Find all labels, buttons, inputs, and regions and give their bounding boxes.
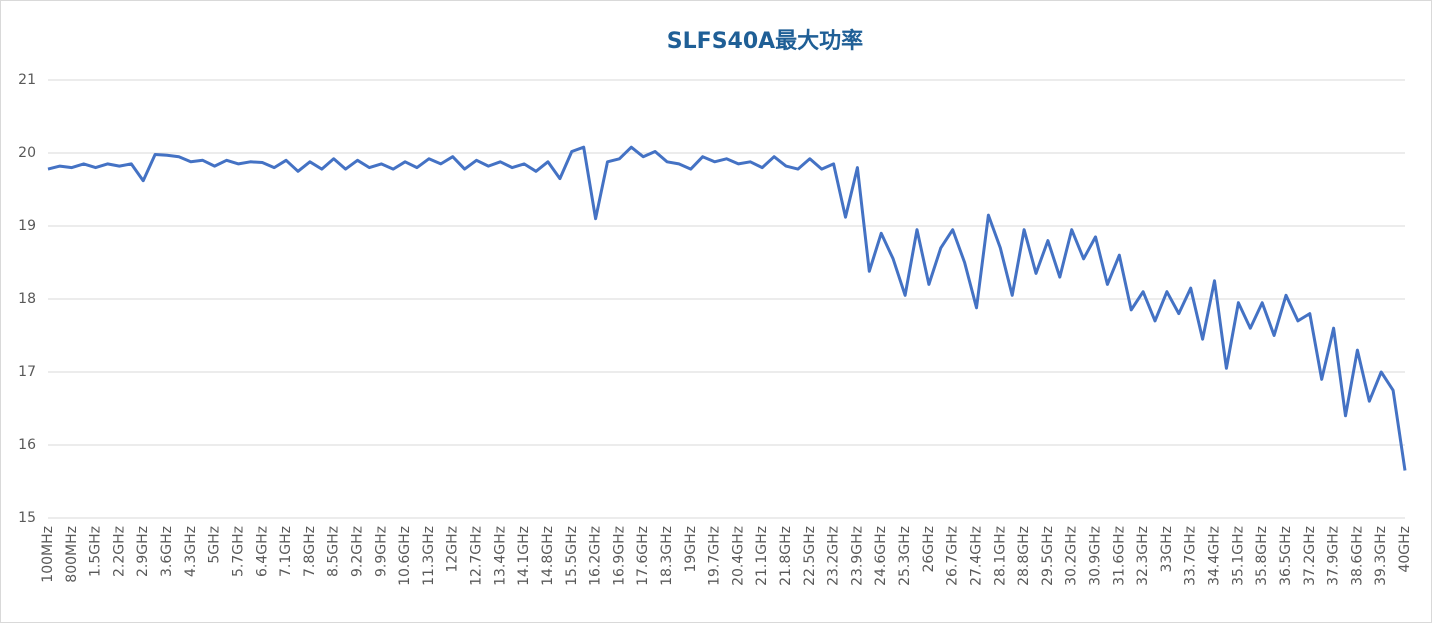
x-tick-label: 12.7GHz bbox=[469, 526, 485, 586]
x-tick-label: 38.6GHz bbox=[1349, 526, 1365, 586]
x-tick-label: 7.8GHz bbox=[302, 526, 318, 577]
x-tick-label: 100MHz bbox=[40, 526, 56, 583]
x-tick-label: 30.9GHz bbox=[1088, 526, 1104, 586]
x-tick-label: 3.6GHz bbox=[159, 526, 175, 577]
y-tick-label: 16 bbox=[18, 437, 36, 453]
x-tick-label: 21.8GHz bbox=[778, 526, 794, 586]
data-line bbox=[47, 145, 1407, 471]
x-tick-label: 8.5GHz bbox=[326, 526, 342, 577]
x-tick-label: 13.4GHz bbox=[492, 526, 508, 586]
x-tick-label: 33.7GHz bbox=[1183, 526, 1199, 586]
x-tick-label: 36.5GHz bbox=[1278, 526, 1294, 586]
x-tick-label: 5GHz bbox=[207, 526, 223, 564]
x-tick-label: 29.5GHz bbox=[1040, 526, 1056, 586]
chart-title: SLFS40A最大功率 bbox=[667, 28, 863, 54]
x-tick-label: 21.1GHz bbox=[754, 526, 770, 586]
y-tick-label: 19 bbox=[18, 218, 36, 234]
x-tick-label: 23.9GHz bbox=[849, 526, 865, 586]
x-tick-label: 15.5GHz bbox=[564, 526, 580, 586]
x-tick-label: 35.8GHz bbox=[1254, 526, 1270, 586]
x-tick-label: 14.8GHz bbox=[540, 526, 556, 586]
x-tick-label: 7.1GHz bbox=[278, 526, 294, 577]
x-tick-label: 32.3GHz bbox=[1135, 526, 1151, 586]
x-tick-label: 14.1GHz bbox=[516, 526, 532, 586]
x-tick-label: 19.7GHz bbox=[707, 526, 723, 586]
x-tick-label: 11.3GHz bbox=[421, 526, 437, 586]
x-tick-label: 39.3GHz bbox=[1373, 526, 1389, 586]
x-tick-label: 33GHz bbox=[1159, 526, 1175, 573]
x-tick-label: 6.4GHz bbox=[254, 526, 270, 577]
x-tick-label: 9.2GHz bbox=[349, 526, 365, 577]
x-tick-label: 1.5GHz bbox=[88, 526, 104, 577]
x-tick-label: 23.2GHz bbox=[826, 526, 842, 586]
x-tick-label: 26.7GHz bbox=[945, 526, 961, 586]
x-tick-label: 28.1GHz bbox=[992, 526, 1008, 586]
x-tick-label: 4.3GHz bbox=[183, 526, 199, 577]
x-tick-label: 31.6GHz bbox=[1111, 526, 1127, 586]
x-tick-label: 12GHz bbox=[445, 526, 461, 573]
x-tick-label: 800MHz bbox=[64, 526, 80, 583]
y-tick-label: 17 bbox=[18, 364, 36, 380]
x-tick-label: 25.3GHz bbox=[897, 526, 913, 586]
x-tick-label: 22.5GHz bbox=[802, 526, 818, 586]
x-tick-label: 16.9GHz bbox=[611, 526, 627, 586]
x-tick-label: 2.9GHz bbox=[135, 526, 151, 577]
y-tick-label: 20 bbox=[18, 145, 36, 161]
x-tick-label: 37.2GHz bbox=[1302, 526, 1318, 586]
x-tick-label: 30.2GHz bbox=[1064, 526, 1080, 586]
x-tick-label: 34.4GHz bbox=[1207, 526, 1223, 586]
x-tick-label: 16.2GHz bbox=[588, 526, 604, 586]
x-tick-label: 35.1GHz bbox=[1230, 526, 1246, 586]
x-tick-label: 10.6GHz bbox=[397, 526, 413, 586]
y-tick-label: 15 bbox=[18, 510, 36, 526]
x-tick-label: 18.3GHz bbox=[659, 526, 675, 586]
x-tick-label: 28.8GHz bbox=[1016, 526, 1032, 586]
y-tick-label: 18 bbox=[18, 291, 36, 307]
x-tick-label: 37.9GHz bbox=[1326, 526, 1342, 586]
x-tick-label: 27.4GHz bbox=[968, 526, 984, 586]
x-tick-label: 9.9GHz bbox=[373, 526, 389, 577]
x-tick-label: 20.4GHz bbox=[730, 526, 746, 586]
y-tick-label: 21 bbox=[18, 72, 36, 88]
x-tick-label: 17.6GHz bbox=[635, 526, 651, 586]
x-tick-label: 24.6GHz bbox=[873, 526, 889, 586]
x-tick-label: 2.2GHz bbox=[111, 526, 127, 577]
x-tick-label: 40GHz bbox=[1397, 526, 1413, 573]
x-tick-label: 26GHz bbox=[921, 526, 937, 573]
x-tick-label: 5.7GHz bbox=[230, 526, 246, 577]
x-tick-label: 19GHz bbox=[683, 526, 699, 573]
